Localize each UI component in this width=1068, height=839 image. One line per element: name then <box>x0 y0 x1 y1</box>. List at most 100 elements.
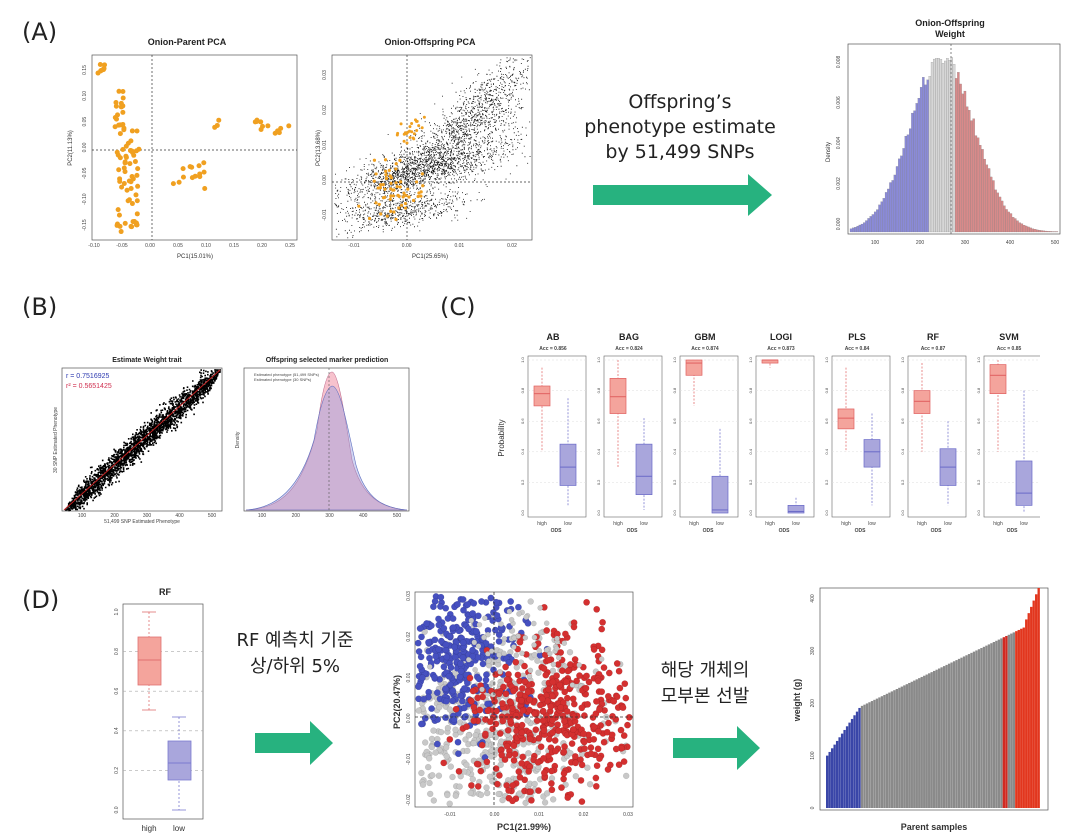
pca-point <box>492 598 500 606</box>
pca-point <box>577 777 585 784</box>
pca-point <box>536 701 544 709</box>
pca-point <box>468 617 475 624</box>
hist-bar <box>928 76 932 233</box>
pca-point <box>557 649 565 656</box>
hist-y-tick: 0.002 <box>836 177 842 190</box>
panel-c-letter: (C) <box>440 293 476 321</box>
pca-point <box>604 692 612 700</box>
selected-pca-plot: -0.01 0.00 0.01 0.02 0.03 0.03 0.02 0.01 0.00 -0… <box>392 591 634 832</box>
pca-point <box>556 681 564 689</box>
pca-point <box>478 598 485 605</box>
hist-bar <box>998 196 1002 233</box>
rf-box-high <box>137 636 162 686</box>
offspring-parent-point <box>376 186 380 190</box>
hist-bar <box>974 135 978 233</box>
hist-bar <box>990 176 993 233</box>
model-panel-ab: AB Acc = 0.856 1.0 0.8 0.6 0.4 0.2 0.0 high lowOD… <box>520 332 587 534</box>
pca-point <box>482 730 489 738</box>
offspring-pca-x-tick: 0.01 <box>454 243 464 249</box>
model-box <box>635 443 653 495</box>
offspring-parent-point <box>394 162 398 166</box>
pca-point <box>481 634 487 641</box>
pca-point <box>550 796 557 803</box>
panel-a-caption-line1: Offspring’s <box>628 91 731 113</box>
hist-bar <box>1051 231 1054 233</box>
offspring-parent-point <box>374 201 378 205</box>
hist-y-tick: 0.004 <box>836 137 842 150</box>
hist-bar <box>876 209 879 233</box>
hist-bar <box>994 189 997 233</box>
barplot-xlabel: Parent samples <box>901 822 968 832</box>
pca-point <box>518 759 526 767</box>
pca-point <box>446 736 454 743</box>
scatter-fit-line <box>63 369 221 511</box>
pca-point <box>418 769 425 777</box>
parent-bar <box>918 678 921 808</box>
offspring-parent-point <box>389 176 393 180</box>
parent-bar <box>848 722 851 808</box>
parent-bar <box>840 733 844 808</box>
offspring-parent-point <box>411 136 415 140</box>
parent-bar <box>826 755 829 808</box>
pca-point <box>425 763 432 771</box>
pca-point <box>484 700 491 708</box>
pca-point <box>515 768 523 775</box>
pca-point <box>583 672 590 680</box>
parent-bar <box>975 650 978 808</box>
pca-point <box>519 650 525 657</box>
parent-bar <box>997 639 1001 808</box>
hist-bar <box>952 64 956 233</box>
pca-point <box>446 706 454 713</box>
hist-bar <box>902 148 905 233</box>
hist-x-tick: 400 <box>1006 240 1015 246</box>
pca-point <box>460 704 468 712</box>
parent-bar <box>962 656 966 808</box>
parent-bar <box>923 675 926 808</box>
density-title: Offspring selected marker prediction <box>266 357 389 364</box>
selected-pca-ylabel: PC2(20.47%) <box>392 675 402 729</box>
model-name: BAG <box>619 332 639 342</box>
scatter-r2: r² = 0.5651425 <box>66 383 112 390</box>
pca-point <box>534 758 542 766</box>
hist-x-tick: 100 <box>871 240 880 246</box>
parent-bar <box>910 681 913 808</box>
pca-point <box>526 673 533 679</box>
hist-bar <box>1038 230 1041 233</box>
hist-bar <box>979 145 982 233</box>
pca-point <box>539 707 547 715</box>
pca-point <box>459 596 467 603</box>
scatter-x-tick: 500 <box>208 513 217 519</box>
pca-point <box>564 667 572 675</box>
hist-bar <box>935 58 938 233</box>
model-y-tick: 0.6 <box>748 418 753 424</box>
parent-pca-point <box>135 166 141 172</box>
pca-point <box>519 707 527 714</box>
pca-point <box>456 673 464 681</box>
pca-point <box>418 720 425 728</box>
pca-point <box>566 661 574 668</box>
rf-box-low <box>167 740 192 781</box>
model-box <box>787 505 805 514</box>
hist-bar <box>867 218 870 233</box>
density-x-tick: 100 <box>258 513 267 519</box>
pca-point <box>485 658 492 664</box>
pca-point <box>547 703 555 710</box>
pca-point <box>567 750 574 757</box>
offspring-parent-point <box>417 124 421 128</box>
model-name: GBM <box>695 332 716 342</box>
dpca-y-tick: 0.01 <box>406 673 412 683</box>
parent-y-tick: 100 <box>810 751 816 760</box>
parent-bar <box>913 680 916 808</box>
panel-d-arrow-group-1: RF 예측치 기준 상/하위 5% <box>236 630 354 765</box>
offspring-parent-point <box>391 194 395 198</box>
pca-point <box>586 781 594 788</box>
model-acc: Acc = 0.873 <box>767 346 795 352</box>
hist-bar <box>863 222 866 233</box>
parent-bar <box>957 658 961 808</box>
pca-point <box>569 695 577 703</box>
scatter-cloud <box>65 369 221 512</box>
pca-point <box>569 682 576 688</box>
dpca-y-tick: 0.00 <box>406 713 412 723</box>
parent-pca-point <box>117 131 123 137</box>
hist-bar <box>917 98 921 233</box>
